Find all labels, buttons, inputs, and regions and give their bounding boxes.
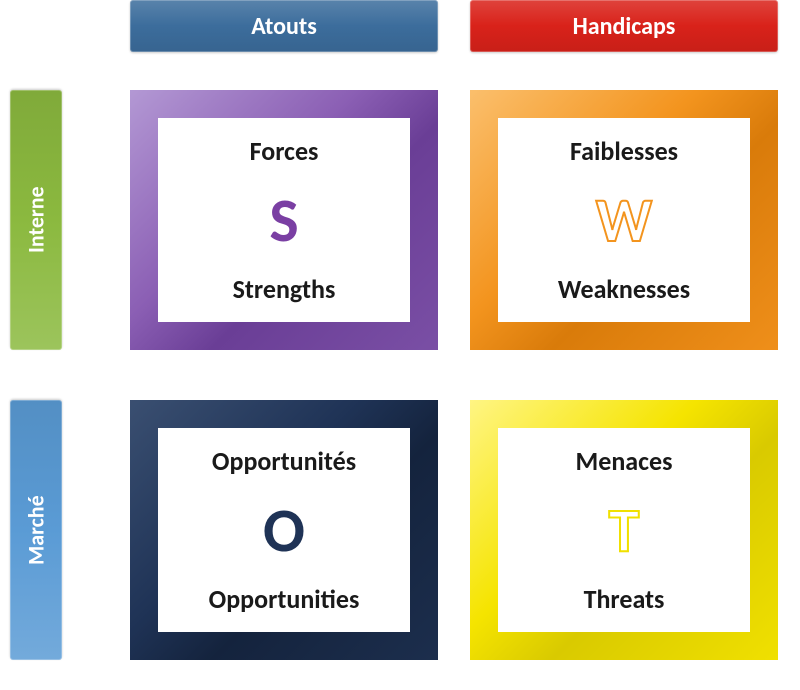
quad-threats: Menaces T Threats (470, 400, 778, 660)
side-interne: Interne (10, 90, 62, 350)
quad-o-fr: Opportunités (212, 445, 356, 477)
quad-s-letter: S (269, 189, 298, 251)
quad-s-en: Strengths (233, 273, 336, 305)
quad-t-fr: Menaces (576, 445, 673, 477)
quad-opportunities: Opportunités O Opportunities (130, 400, 438, 660)
quad-weaknesses: Faiblesses W Weaknesses (470, 90, 778, 350)
header-atouts: Atouts (130, 0, 438, 52)
quad-t-en: Threats (584, 583, 665, 615)
swot-diagram: Atouts Handicaps Interne Marché Forces S… (0, 0, 800, 690)
quad-o-letter: O (263, 499, 305, 561)
header-handicaps: Handicaps (470, 0, 778, 52)
quad-s-fr: Forces (250, 135, 319, 167)
quad-strengths: Forces S Strengths (130, 90, 438, 350)
quad-w-en: Weaknesses (558, 273, 690, 305)
quad-t-letter: T (609, 499, 640, 561)
quad-o-en: Opportunities (209, 583, 360, 615)
quad-w-fr: Faiblesses (570, 135, 678, 167)
quad-w-letter: W (596, 189, 652, 251)
side-marche: Marché (10, 400, 62, 660)
